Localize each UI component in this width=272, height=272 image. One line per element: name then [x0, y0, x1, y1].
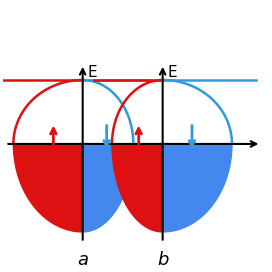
Text: b: b [157, 251, 168, 268]
Polygon shape [112, 144, 163, 232]
Text: a: a [77, 251, 88, 268]
Text: E: E [88, 65, 97, 80]
Polygon shape [83, 144, 133, 232]
Text: E: E [168, 65, 177, 80]
Polygon shape [163, 144, 232, 232]
Polygon shape [13, 144, 83, 232]
